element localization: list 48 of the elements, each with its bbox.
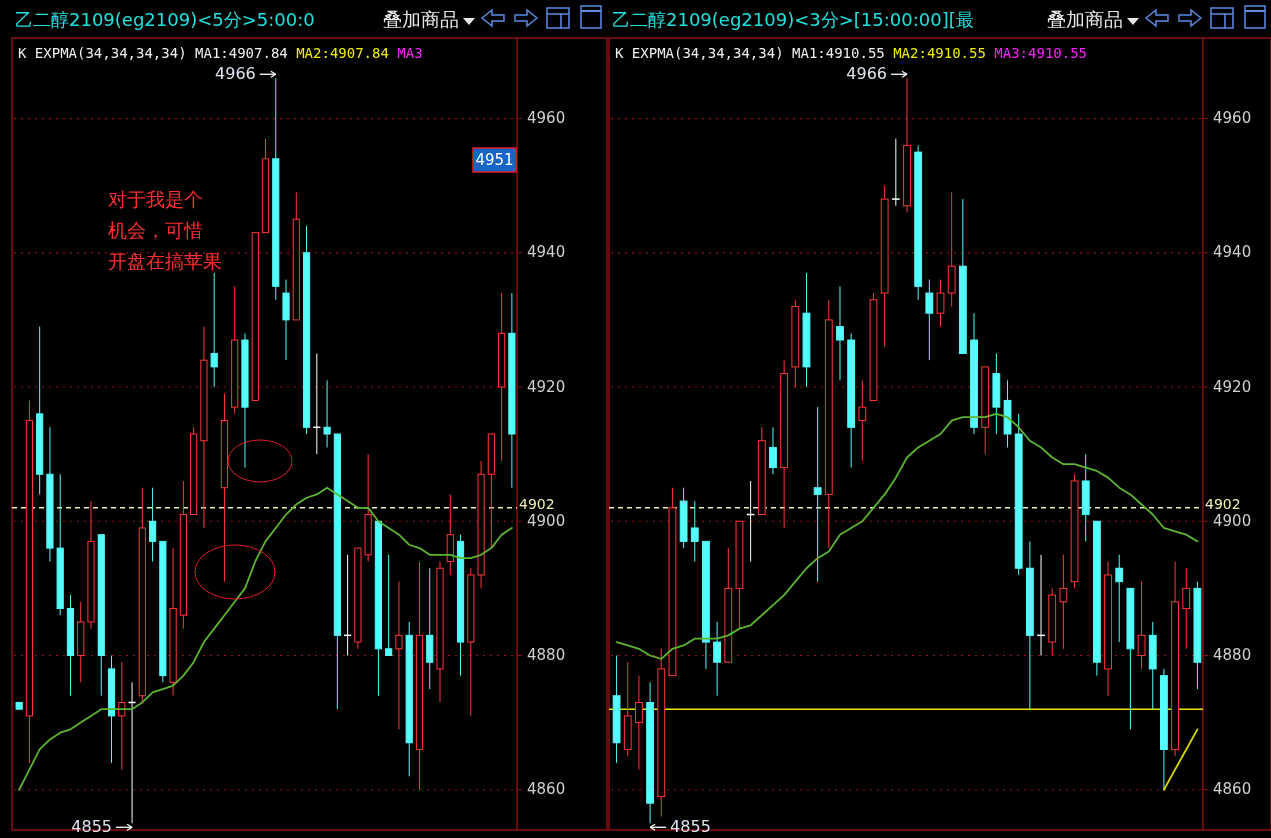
candlestick	[1059, 554, 1068, 650]
y-tick-label: 4960	[527, 109, 566, 128]
ref-line-label: 4902	[1205, 495, 1241, 512]
y-tick-label: 4880	[527, 645, 566, 664]
candlestick	[925, 279, 934, 361]
candlestick	[385, 554, 393, 656]
candlestick	[1182, 567, 1191, 650]
text: 叠加商品	[1047, 8, 1123, 30]
annotation: 对于我是个机会，可惜开盘在搞苹果	[108, 188, 222, 272]
candlestick	[713, 621, 722, 697]
candlestick	[936, 279, 945, 328]
y-tick-label: 4880	[1213, 645, 1252, 664]
text: 叠加商品	[383, 8, 459, 30]
annotation: 4855	[71, 817, 113, 837]
candlestick	[769, 426, 777, 475]
candlestick	[148, 487, 157, 563]
y-tick-label: 4940	[1213, 243, 1252, 262]
candlestick	[210, 272, 218, 388]
text: K EXPMA(34,34,34,34) MA1:4907.84 MA2:4907.84 MA3	[18, 45, 423, 61]
candlestick	[891, 138, 901, 207]
line-series	[615, 412, 1199, 660]
line-series	[18, 486, 513, 791]
candlestick	[690, 500, 699, 563]
y-tick-label: 4940	[527, 243, 566, 262]
y-tick-label: 4920	[1213, 377, 1252, 396]
ref-line-label: 4902	[519, 495, 555, 512]
chart-title: 乙二醇2109(eg2109)<5分>5:00:0	[15, 9, 315, 30]
text: K EXPMA(34,34,34,34) MA1:4910.55 MA2:4910.55 MA3:4910.55	[615, 45, 1088, 61]
y-tick-label: 4860	[1213, 780, 1252, 799]
chart-title: 乙二醇2109(eg2109)<3分>[15:00:00][最	[612, 9, 974, 30]
annotation: 4855	[670, 817, 711, 837]
annotation: 4966	[846, 64, 887, 84]
candlestick	[323, 379, 331, 448]
y-tick-label: 4960	[1213, 109, 1252, 128]
candlestick	[1137, 581, 1146, 670]
y-tick-label: 4900	[1213, 511, 1252, 530]
annotation: 4966	[215, 64, 256, 84]
candlestick	[858, 379, 867, 462]
candlestick	[395, 581, 403, 730]
candlestick	[1115, 554, 1124, 643]
candlestick	[635, 675, 643, 771]
candlestick	[118, 661, 126, 771]
line-series	[1163, 728, 1199, 791]
candlestick	[836, 285, 844, 381]
y-tick-label: 4860	[527, 780, 566, 799]
y-tick-label: 4900	[527, 511, 566, 530]
candlestick	[813, 406, 822, 583]
y-tick-label: 4920	[527, 377, 566, 396]
